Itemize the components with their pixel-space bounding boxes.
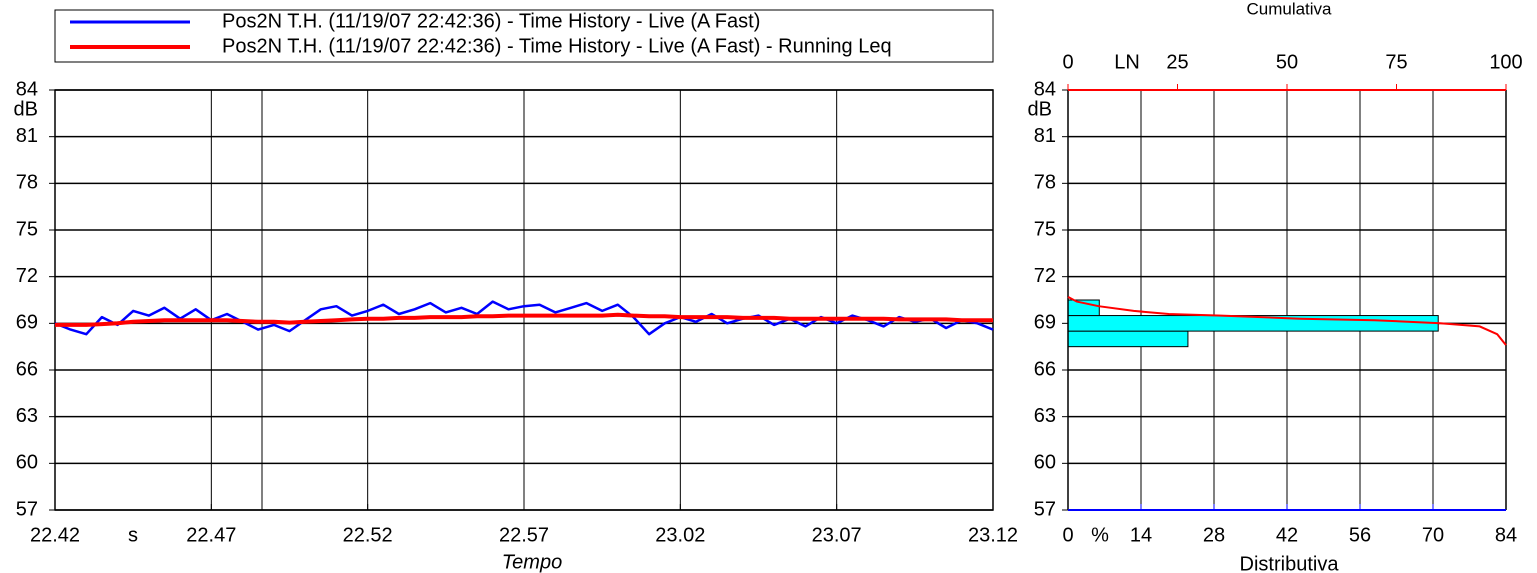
legend-label: Pos2N T.H. (11/19/07 22:42:36) - Time Hi…	[222, 35, 892, 57]
x-tick-label: 70	[1422, 524, 1444, 546]
x-tick-label: 22.57	[499, 524, 549, 546]
x-axis-title: Distributiva	[1240, 553, 1340, 573]
x2-tick-label: 50	[1276, 51, 1298, 73]
x2-tick-label: 75	[1385, 51, 1407, 73]
y-unit: dB	[1028, 98, 1052, 120]
x-unit: %	[1091, 524, 1109, 546]
y-unit: dB	[14, 98, 38, 120]
plot-frame	[54, 89, 994, 511]
cumulative-line	[1067, 296, 1507, 346]
x-tick-label: 84	[1495, 524, 1517, 546]
y-tick-label: 69	[16, 312, 38, 334]
y-tick-label: 60	[1034, 452, 1056, 474]
x-tick-label: 28	[1203, 524, 1225, 546]
x-tick-label: 22.47	[186, 524, 236, 546]
y-tick-label: 72	[16, 265, 38, 287]
y-tick-label: 57	[16, 498, 38, 520]
y-tick-label: 60	[16, 452, 38, 474]
x2-axis-title: Cumulativa	[1246, 0, 1332, 18]
x-tick-label: 23.12	[968, 524, 1018, 546]
y-tick-label: 75	[16, 218, 38, 240]
x-tick-label: 14	[1130, 524, 1152, 546]
y-tick-label: 78	[16, 172, 38, 194]
y-tick-label: 84	[16, 78, 38, 100]
x-unit: s	[128, 524, 138, 546]
y-tick-label: 84	[1034, 78, 1056, 100]
x-tick-label: 22.52	[343, 524, 393, 546]
y-tick-label: 75	[1034, 218, 1056, 240]
y-tick-label: 81	[1034, 125, 1056, 147]
x2-tick-label: 100	[1489, 51, 1522, 73]
x-tick-label: 23.02	[655, 524, 705, 546]
x-tick-label: 23.07	[812, 524, 862, 546]
series-line	[55, 312, 993, 327]
x2-tick-label: 25	[1166, 51, 1188, 73]
legend-box	[54, 9, 994, 63]
y-tick-label: 81	[16, 125, 38, 147]
legend-label: Pos2N T.H. (11/19/07 22:42:36) - Time Hi…	[222, 10, 760, 32]
y-tick-label: 69	[1034, 312, 1056, 334]
x-tick-label: 0	[1062, 524, 1073, 546]
y-tick-label: 63	[16, 405, 38, 427]
x-tick-label: 22.42	[30, 524, 80, 546]
y-tick-label: 66	[1034, 358, 1056, 380]
y-tick-label: 78	[1034, 172, 1056, 194]
y-tick-label: 72	[1034, 265, 1056, 287]
bar	[1067, 315, 1439, 332]
y-tick-label: 63	[1034, 405, 1056, 427]
bar	[1067, 330, 1189, 348]
y-tick-label: 66	[16, 358, 38, 380]
x-tick-label: 56	[1349, 524, 1371, 546]
x-tick-label: 42	[1276, 524, 1298, 546]
x2-unit: LN	[1114, 51, 1140, 73]
y-tick-label: 57	[1034, 498, 1056, 520]
x-axis-title: Tempo	[502, 551, 562, 573]
x2-tick-label: 0	[1062, 51, 1073, 73]
